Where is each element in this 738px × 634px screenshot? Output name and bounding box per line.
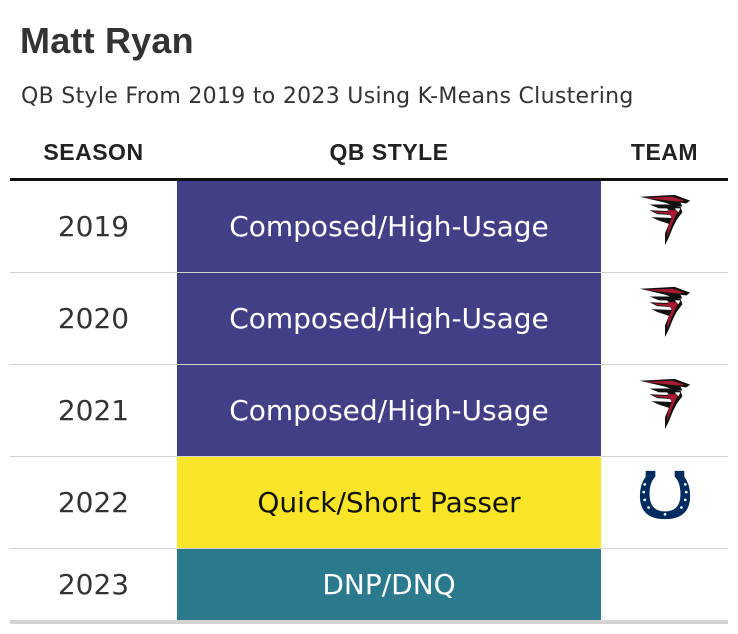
- team-cell: [601, 273, 728, 364]
- falcons-logo-icon: [639, 194, 690, 246]
- team-cell: [601, 181, 728, 272]
- season-cell: 2023: [57, 568, 130, 601]
- table-row: 2022 Quick/Short Passer: [10, 457, 728, 549]
- page-title: Matt Ryan: [20, 20, 194, 61]
- team-cell: [601, 457, 728, 548]
- falcons-logo-icon: [639, 286, 690, 338]
- table-row: 2019 Composed/High-Usage: [10, 181, 728, 273]
- column-header-team: TEAM: [630, 139, 699, 165]
- season-cell: 2019: [57, 210, 130, 243]
- qb-style-cell: Composed/High-Usage: [177, 181, 601, 272]
- table-header: SEASON QB STYLE TEAM: [10, 127, 728, 181]
- column-header-season: SEASON: [43, 139, 144, 165]
- column-header-qb-style: QB STYLE: [329, 139, 449, 165]
- page-subtitle: QB Style From 2019 to 2023 Using K-Means…: [21, 84, 634, 109]
- qb-style-table: SEASON QB STYLE TEAM 2019 Composed/High-…: [10, 127, 728, 624]
- team-cell: [601, 365, 728, 456]
- season-cell: 2020: [57, 302, 130, 335]
- colts-horseshoe-icon: [639, 470, 690, 520]
- season-cell: 2022: [57, 486, 130, 519]
- table-row: 2021 Composed/High-Usage: [10, 365, 728, 457]
- falcons-logo-icon: [639, 378, 690, 430]
- qb-style-cell: Composed/High-Usage: [177, 273, 601, 364]
- team-cell: [601, 549, 728, 620]
- table-row: 2023 DNP/DNQ: [10, 549, 728, 624]
- qb-style-cell: DNP/DNQ: [177, 549, 601, 620]
- season-cell: 2021: [57, 394, 130, 427]
- table-row: 2020 Composed/High-Usage: [10, 273, 728, 365]
- qb-style-cell: Composed/High-Usage: [177, 365, 601, 456]
- qb-style-cell: Quick/Short Passer: [177, 457, 601, 548]
